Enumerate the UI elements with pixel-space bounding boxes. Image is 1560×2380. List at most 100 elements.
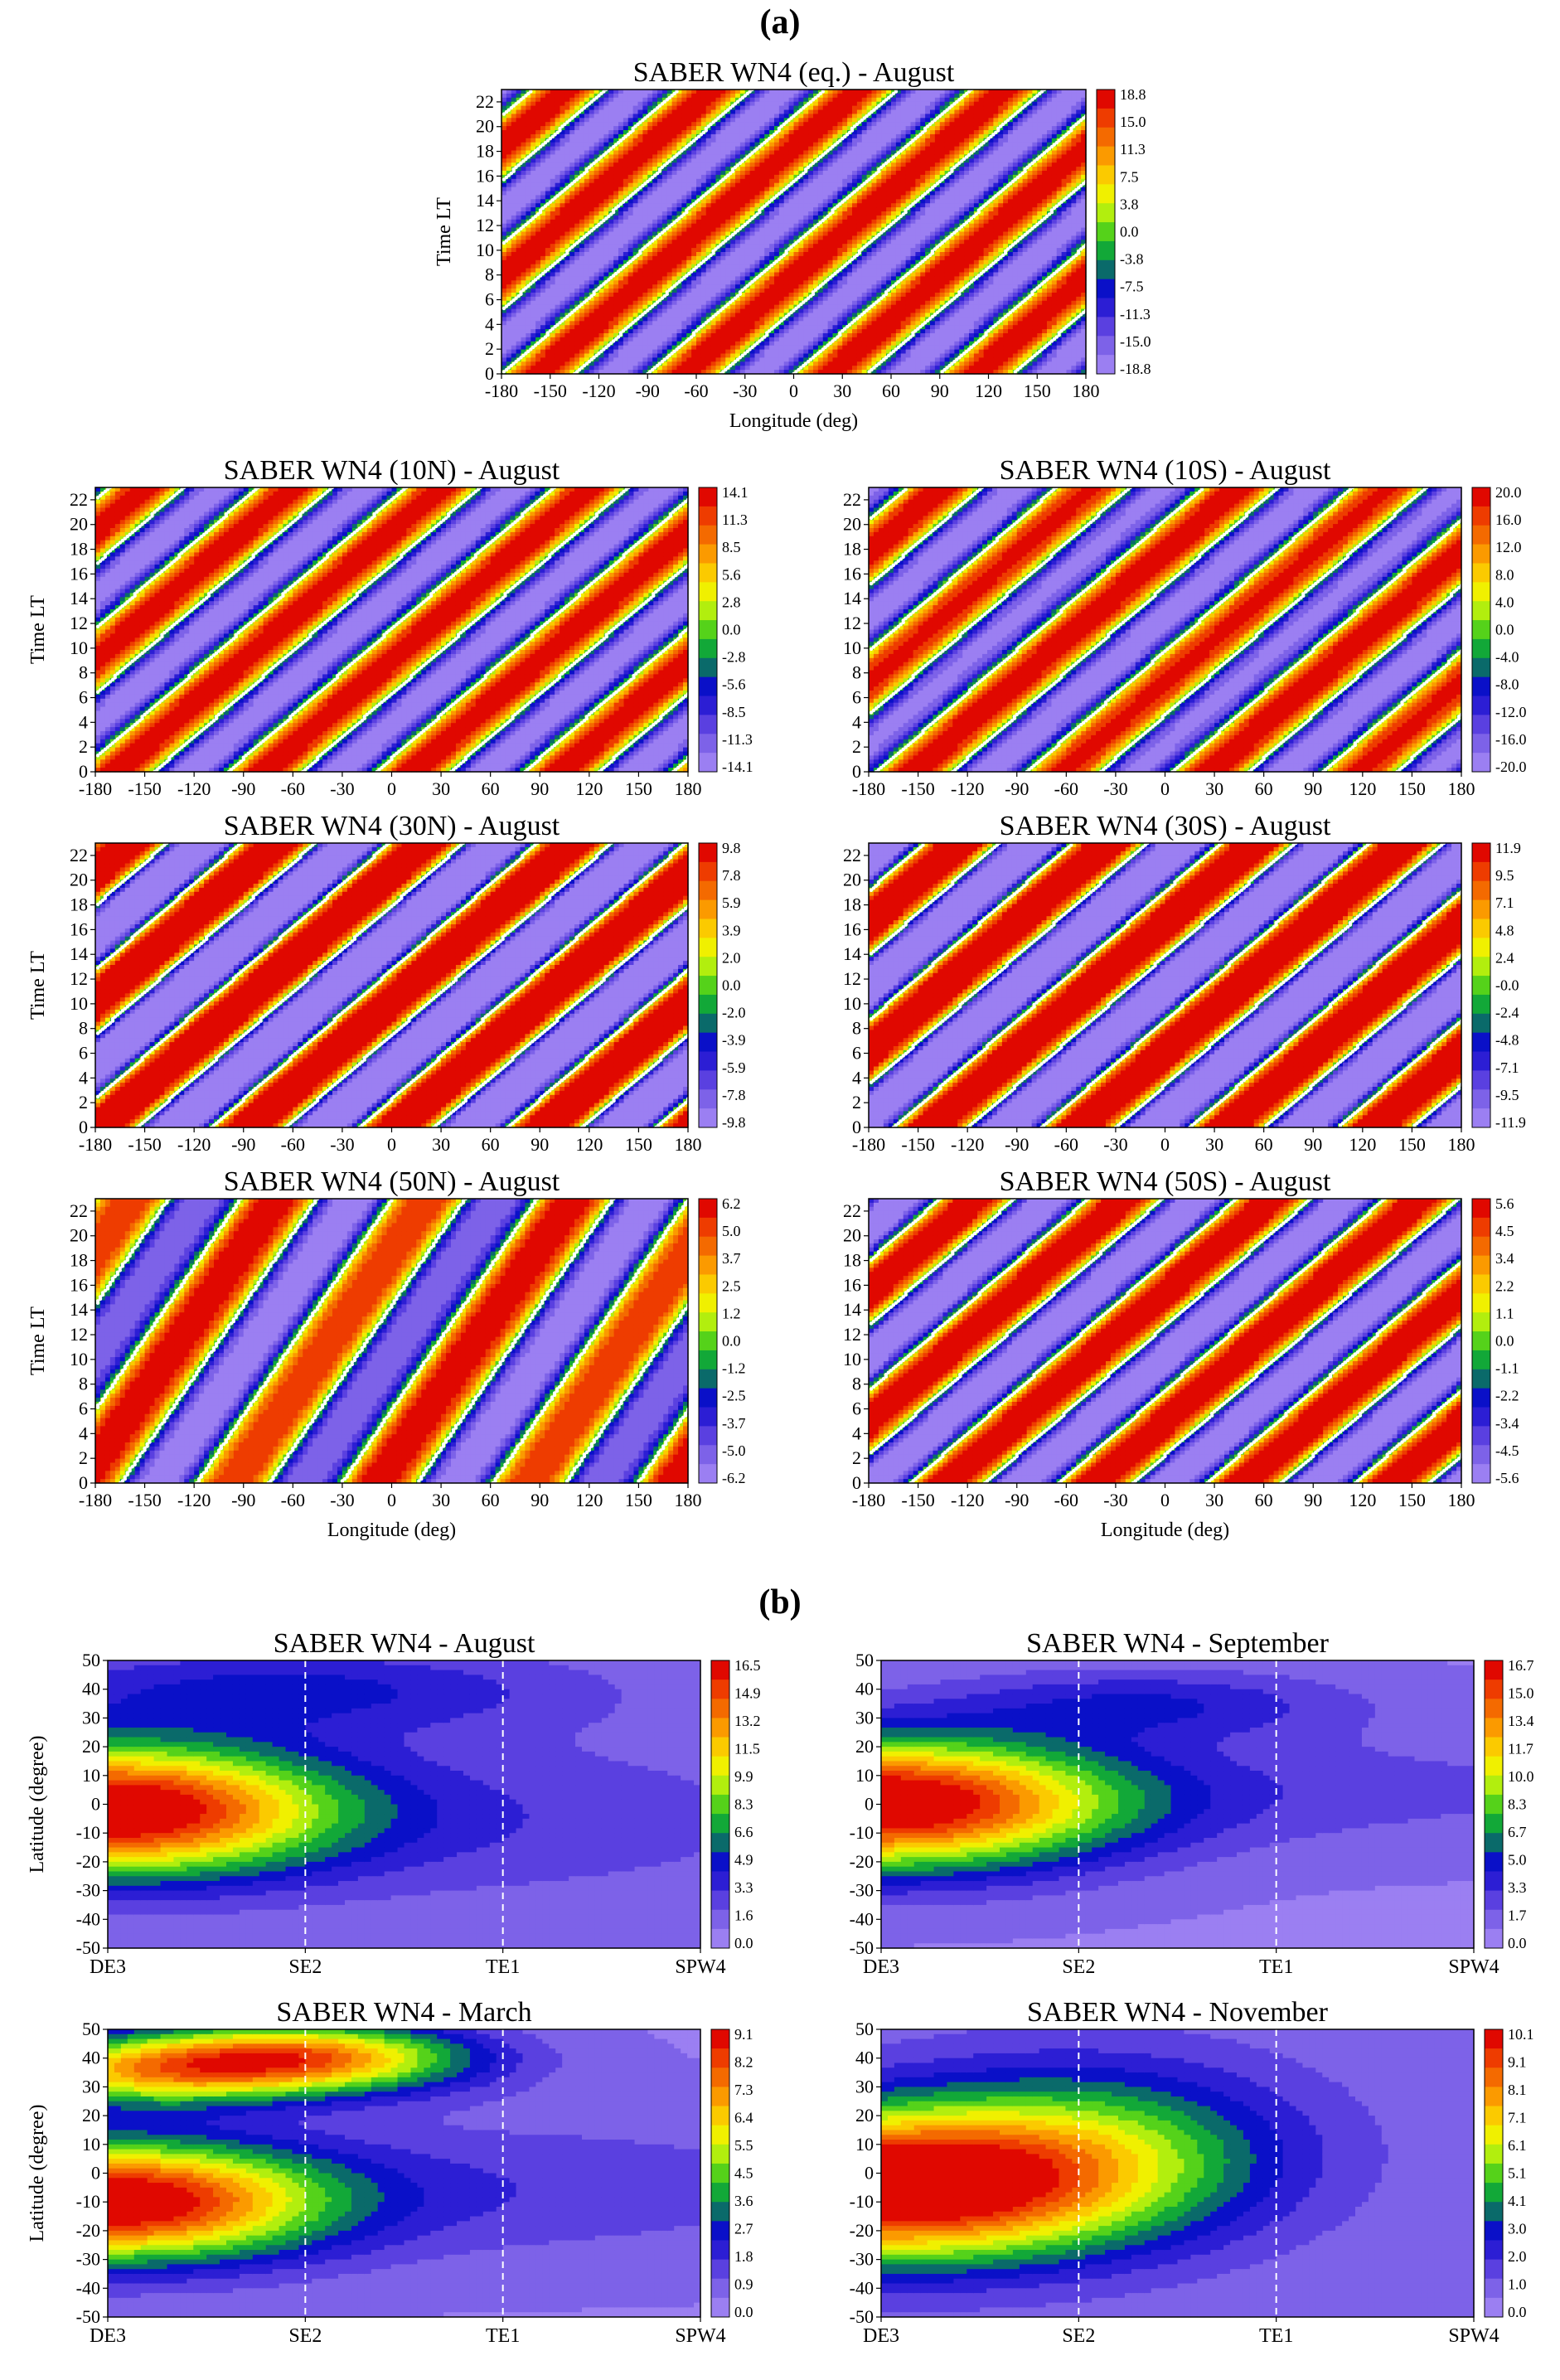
heat-cell: [506, 195, 511, 200]
heat-cell: [526, 171, 530, 176]
heat-cell: [506, 98, 511, 103]
heat-cell: [511, 183, 516, 188]
heat-cell: [501, 256, 506, 261]
heat-cell: [511, 191, 516, 196]
heat-cell: [521, 143, 526, 148]
heat-cell: [506, 199, 511, 204]
heat-cell: [526, 301, 530, 306]
heat-cell: [521, 240, 526, 245]
heat-cell: [516, 191, 521, 196]
heat-cell: [535, 244, 540, 249]
heat-cell: [530, 130, 535, 135]
heat-cell: [535, 199, 540, 204]
heat-cell: [530, 106, 535, 111]
heat-cell: [526, 199, 530, 204]
heat-cell: [526, 162, 530, 167]
heat-cell: [530, 252, 535, 257]
heat-cell: [516, 143, 521, 148]
heat-cell: [511, 252, 516, 257]
heat-cell: [530, 179, 535, 184]
heat-cell: [535, 309, 540, 314]
heat-cell: [530, 288, 535, 293]
heat-cell: [506, 154, 511, 159]
heat-cell: [506, 357, 511, 362]
heat-cell: [526, 244, 530, 249]
heat-cell: [511, 203, 516, 208]
heat-cell: [526, 175, 530, 180]
heat-cell: [511, 207, 516, 212]
heat-cell: [526, 273, 530, 278]
heat-cell: [516, 252, 521, 257]
heat-cell: [501, 224, 506, 229]
heat-cell: [501, 317, 506, 322]
heat-cell: [530, 138, 535, 143]
heat-cell: [530, 102, 535, 107]
heat-cell: [511, 187, 516, 192]
heat-cell: [535, 264, 540, 269]
heat-cell: [511, 90, 516, 95]
heat-cell: [516, 207, 521, 212]
heat-cell: [535, 203, 540, 208]
heat-cell: [501, 154, 506, 159]
heat-cell: [501, 248, 506, 253]
heat-cell: [535, 102, 540, 107]
heat-cell: [535, 228, 540, 233]
heat-cell: [526, 118, 530, 123]
heat-cell: [501, 276, 506, 281]
heat-cell: [535, 175, 540, 180]
heat-cell: [521, 317, 526, 322]
heat-cell: [530, 269, 535, 274]
heat-cell: [535, 118, 540, 123]
heat-cell: [526, 126, 530, 131]
heat-cell: [521, 244, 526, 249]
heat-cell: [501, 122, 506, 127]
heat-cell: [516, 110, 521, 115]
heat-cell: [535, 126, 540, 131]
heat-cell: [535, 361, 540, 366]
heat-cell: [516, 199, 521, 204]
heat-cell: [530, 273, 535, 278]
heat-cell: [535, 195, 540, 200]
heat-cell: [530, 297, 535, 302]
heat-cell: [501, 167, 506, 172]
heat-cell: [530, 357, 535, 362]
heat-cell: [521, 333, 526, 338]
heat-cell: [506, 333, 511, 338]
heat-cell: [511, 175, 516, 180]
heat-cell: [501, 199, 506, 204]
heat-cell: [521, 337, 526, 342]
heat-cell: [511, 151, 516, 156]
heat-cell: [521, 297, 526, 302]
heat-cell: [526, 138, 530, 143]
heat-cell: [526, 366, 530, 371]
heat-cell: [501, 147, 506, 152]
heat-cell: [530, 118, 535, 123]
heat-cell: [521, 138, 526, 143]
heat-cell: [535, 154, 540, 159]
heat-cell: [521, 171, 526, 176]
heat-cell: [526, 191, 530, 196]
heat-cell: [501, 313, 506, 318]
heat-cell: [516, 346, 521, 351]
heat-cell: [521, 118, 526, 123]
heat-cell: [521, 276, 526, 281]
heat-cell: [521, 90, 526, 95]
heat-cell: [501, 90, 506, 95]
heat-cell: [511, 256, 516, 261]
heat-cell: [521, 106, 526, 111]
heat-cell: [516, 179, 521, 184]
heat-cell: [506, 293, 511, 298]
heat-cell: [506, 288, 511, 293]
heat-cell: [516, 260, 521, 265]
heat-cell: [521, 260, 526, 265]
heat-cell: [530, 321, 535, 326]
heat-cell: [530, 162, 535, 167]
heat-cell: [521, 179, 526, 184]
heat-cell: [501, 211, 506, 216]
heat-cell: [530, 126, 535, 131]
heat-cell: [526, 297, 530, 302]
heat-cell: [521, 264, 526, 269]
heat-cell: [511, 143, 516, 148]
heat-cell: [535, 301, 540, 306]
heat-cell: [501, 187, 506, 192]
